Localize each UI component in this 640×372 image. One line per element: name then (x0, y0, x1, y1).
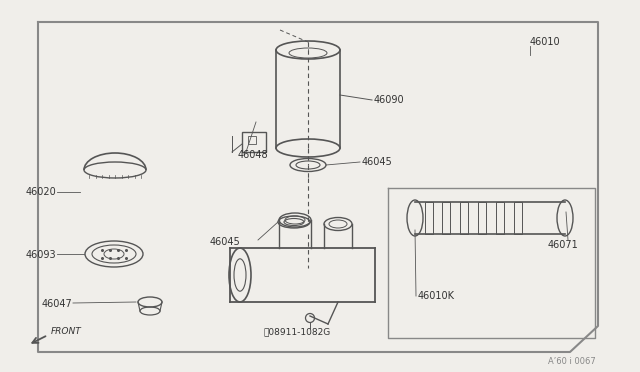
Text: 46048: 46048 (238, 150, 269, 160)
Text: 46093: 46093 (26, 250, 56, 260)
Text: 46045: 46045 (362, 157, 393, 167)
Text: 46047: 46047 (41, 299, 72, 309)
Bar (496, 202, 504, 234)
Text: 46020: 46020 (25, 187, 56, 197)
Bar (425, 202, 433, 234)
Text: ⓝ08911-1082G: ⓝ08911-1082G (264, 327, 332, 337)
Bar (442, 202, 450, 234)
Bar (242, 132, 266, 152)
Bar (478, 202, 486, 234)
Text: 46071: 46071 (548, 240, 579, 250)
Text: 46010: 46010 (530, 37, 561, 47)
Text: 46010K: 46010K (418, 291, 455, 301)
Text: 46090: 46090 (374, 95, 404, 105)
Bar (460, 202, 468, 234)
Text: A’60 i 0067: A’60 i 0067 (548, 357, 596, 366)
Text: FRONT: FRONT (51, 327, 82, 337)
Text: 46045: 46045 (210, 237, 241, 247)
Bar (248, 136, 256, 144)
Bar (514, 202, 522, 234)
